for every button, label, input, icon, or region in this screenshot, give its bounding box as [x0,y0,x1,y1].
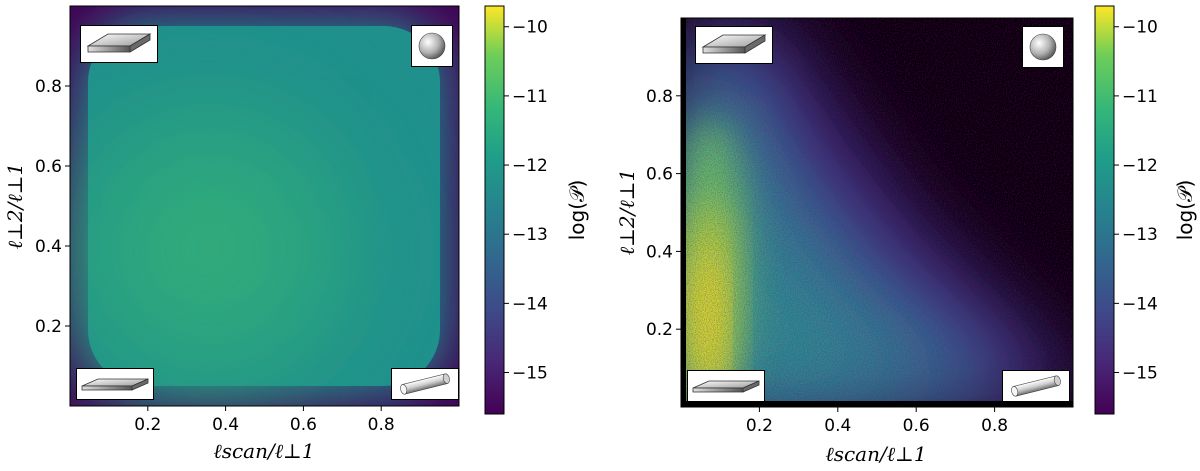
right-heatmap-panel: 0.2 0.4 0.6 0.8 0.2 0.4 0.6 0.8 ℓscan/ℓ⊥1 ℓ⊥2/ℓ… [615,5,1197,466]
right-colorbar-tick-label: −14 [1122,294,1158,314]
left-x-tick-label: 0.4 [212,415,239,435]
left-colorbar-tick-label: −12 [512,156,548,176]
left-y-tick-label: 0.2 [35,317,62,337]
left-x-axis-label: ℓscan/ℓ⊥1 [213,439,314,463]
flat-slab-icon [80,25,158,63]
left-colorbar-tick-label: −11 [512,87,548,107]
left-colorbar-label: log(𝒫) [565,180,589,241]
right-colorbar-tick-label: −11 [1122,87,1158,107]
cylinder-icon [391,368,459,400]
sphere-icon [411,25,453,67]
left-y-tick-label: 0.8 [35,77,62,97]
left-colorbar-tick-label: −10 [512,18,548,38]
left-heatmap-panel: 0.2 0.4 0.6 0.8 0.2 0.4 0.6 0.8 ℓscan/ℓ⊥1 ℓ⊥2/ℓ… [3,5,589,463]
left-y-tick-label: 0.4 [35,237,62,257]
right-y-axis-label: ℓ⊥2/ℓ⊥1 [615,169,639,255]
right-x-tick-label: 0.4 [824,416,851,436]
left-colorbar-tick-label: −15 [512,364,548,384]
left-x-tick-label: 0.8 [368,415,395,435]
right-colorbar-label: log(𝒫) [1173,180,1197,241]
left-x-tick-label: 0.2 [134,415,161,435]
thin-slab-icon [76,368,154,400]
right-colorbar-tick-label: −12 [1122,156,1158,176]
right-y-tick-label: 0.6 [646,165,673,185]
right-y-tick-label: 0.4 [646,242,673,262]
right-colorbar: −10 −11 −12 −13 −14 −15 log(𝒫) [1094,5,1197,415]
left-colorbar-tick-label: −13 [512,225,548,245]
left-x-tick-label: 0.6 [290,415,317,435]
left-colorbar: −10 −11 −12 −13 −14 −15 log(𝒫) [484,5,589,415]
left-y-axis-label: ℓ⊥2/ℓ⊥1 [3,163,27,249]
right-colorbar-tick-label: −10 [1122,18,1158,38]
right-y-tick-label: 0.8 [646,87,673,107]
cylinder-icon [1002,370,1070,402]
thin-slab-icon [687,370,765,402]
sphere-icon [1022,26,1064,68]
right-x-tick-label: 0.2 [746,416,773,436]
left-colorbar-tick-label: −14 [512,294,548,314]
right-x-tick-label: 0.6 [903,416,930,436]
left-heatmap-canvas [70,6,459,406]
right-x-axis-label: ℓscan/ℓ⊥1 [825,442,926,466]
right-x-tick-label: 0.8 [981,416,1008,436]
right-y-tick-label: 0.2 [646,320,673,340]
right-heatmap-canvas [681,18,1073,407]
left-y-tick-label: 0.6 [35,157,62,177]
right-colorbar-tick-label: −15 [1122,364,1158,384]
right-colorbar-tick-label: −13 [1122,225,1158,245]
flat-slab-icon [695,26,773,64]
